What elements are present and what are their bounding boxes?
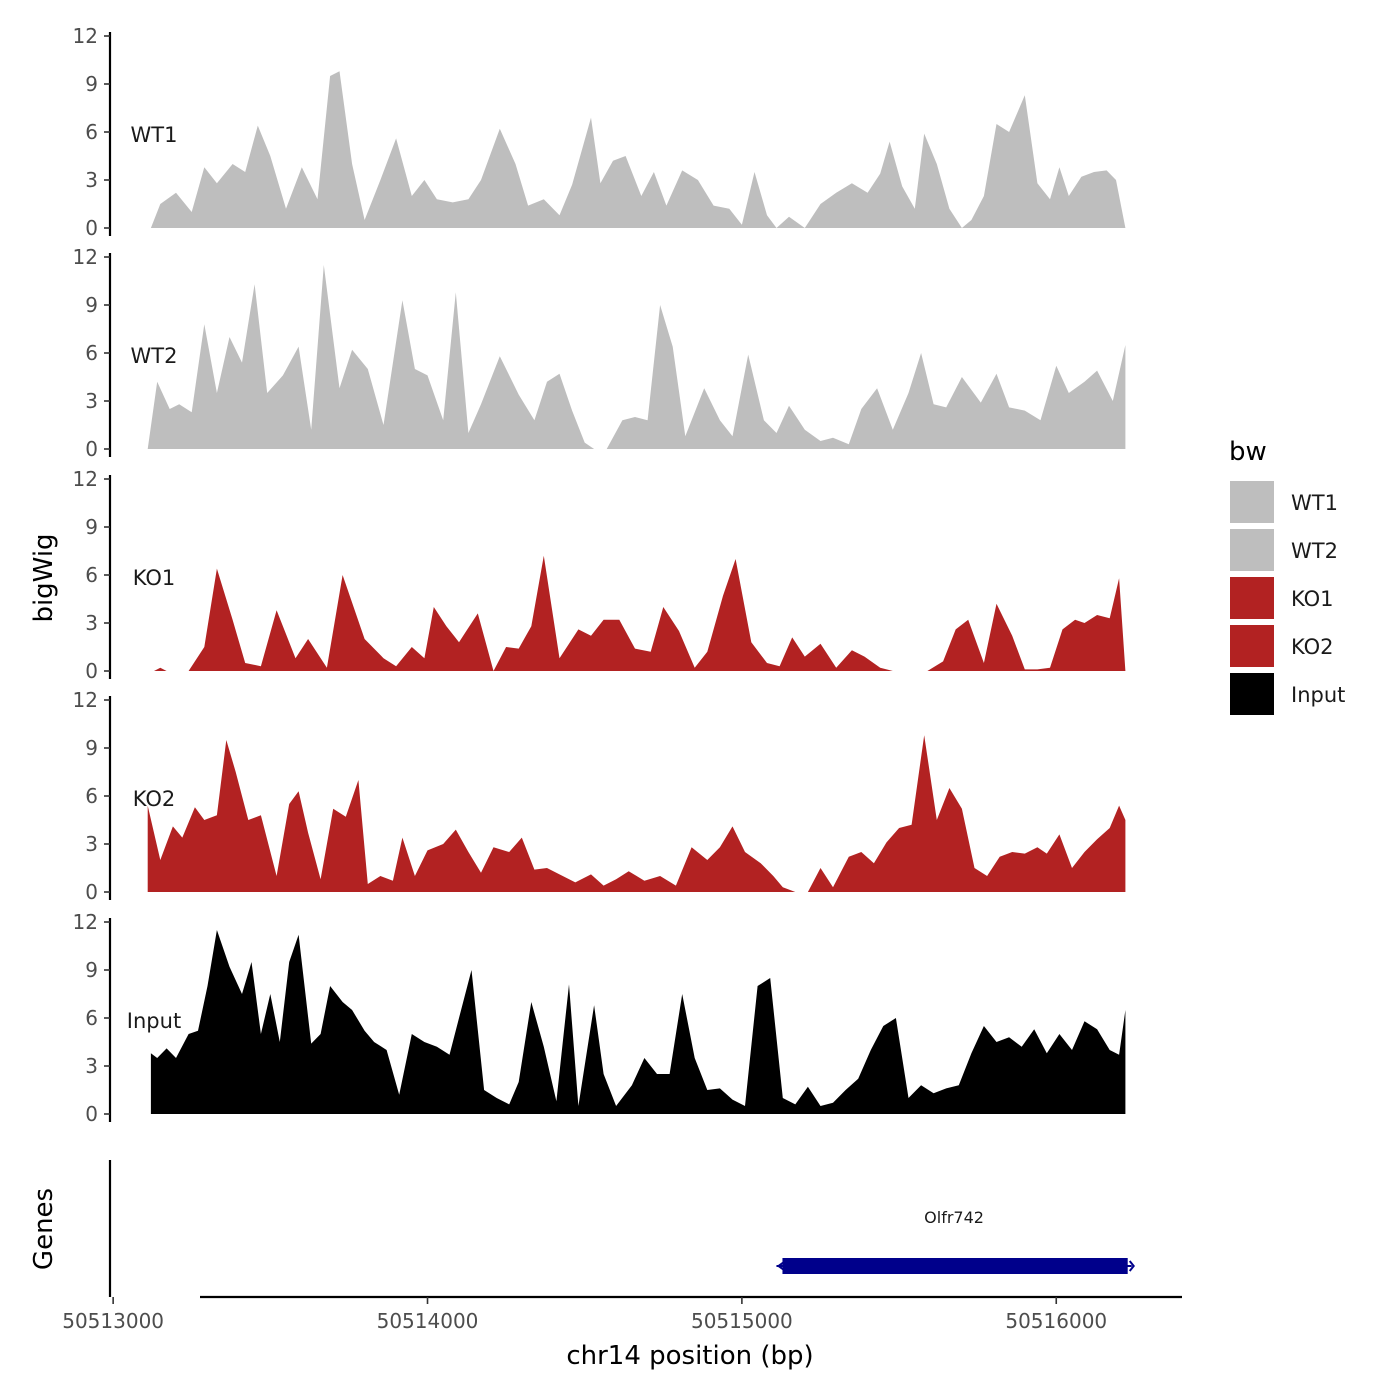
legend-item-input: Input <box>1228 671 1345 717</box>
y-axis-title: bigWig <box>29 533 59 622</box>
track-ko1: 0 3 6 9 12 KO1 <box>73 467 1126 683</box>
y-tick-label: 6 <box>85 341 98 365</box>
track-label-ko1: KO1 <box>133 566 176 590</box>
legend-swatch <box>1228 671 1276 717</box>
legend-title: bw <box>1229 437 1267 467</box>
strand-arrow <box>1128 1260 1135 1272</box>
y-tick-label: 9 <box>85 72 98 96</box>
gene-olfr742: Olfr742 <box>776 1208 1135 1274</box>
x-tick-label: 50515000 <box>691 1309 793 1333</box>
track-wt1: 0 3 6 9 12 WT1 <box>73 24 1126 240</box>
y-tick-label: 3 <box>85 1054 98 1078</box>
track-label-ko2: KO2 <box>133 787 176 811</box>
strand-arrow <box>776 1260 787 1272</box>
gene-track: Olfr742 <box>108 1160 1135 1297</box>
legend-label: KO1 <box>1291 587 1334 611</box>
x-tick-label: 50514000 <box>377 1309 479 1333</box>
y-tick-label: 9 <box>85 958 98 982</box>
area-wt1 <box>150 71 1126 228</box>
y-tick-label: 9 <box>85 736 98 760</box>
y-tick-label: 3 <box>85 832 98 856</box>
legend-label: WT2 <box>1291 539 1338 563</box>
y-tick-label: 9 <box>85 293 98 317</box>
legend-swatch <box>1228 527 1276 573</box>
track-ko2: 0 3 6 9 12 KO2 <box>73 688 1126 904</box>
x-axis-title: chr14 position (bp) <box>566 1341 813 1371</box>
legend-item-wt2: WT2 <box>1228 527 1338 573</box>
y-tick-label: 12 <box>73 467 98 491</box>
x-tick-label: 50516000 <box>1005 1309 1107 1333</box>
y-tick-label: 3 <box>85 389 98 413</box>
legend-swatch <box>1228 575 1276 621</box>
signal-tracks: 0 3 6 9 12 WT1 0 3 6 9 12 WT2 0 3 6 9 12 KO1 0 3 6 9 12 KO2 0 3 6 9… <box>73 24 1126 1126</box>
legend-item-ko2: KO2 <box>1228 623 1334 669</box>
y-tick-label: 0 <box>85 216 98 240</box>
track-label-input: Input <box>127 1009 181 1033</box>
y-tick-label: 12 <box>73 24 98 48</box>
y-tick-label: 12 <box>73 910 98 934</box>
track-wt2: 0 3 6 9 12 WT2 <box>73 245 1126 461</box>
y-tick-label: 0 <box>85 659 98 683</box>
area-ko1 <box>154 555 1126 671</box>
x-tick-label: 50513000 <box>62 1309 164 1333</box>
y-tick-label: 0 <box>85 880 98 904</box>
y-tick-label: 6 <box>85 1006 98 1030</box>
legend-item-wt1: WT1 <box>1228 479 1338 525</box>
y-tick-label: 9 <box>85 515 98 539</box>
legend-label: KO2 <box>1291 635 1334 659</box>
x-axis: 50513000 50514000 50515000 50516000 <box>62 1295 1182 1333</box>
area-ko2 <box>147 735 1126 892</box>
y-tick-label: 12 <box>73 688 98 712</box>
genes-track-title: Genes <box>29 1188 59 1270</box>
track-input: 0 3 6 9 12 Input <box>73 910 1126 1126</box>
legend: bw WT1 WT2 KO1 KO2 Input <box>1228 437 1345 717</box>
y-tick-label: 6 <box>85 784 98 808</box>
legend-swatch <box>1228 623 1276 669</box>
track-label-wt2: WT2 <box>131 344 178 368</box>
gene-label: Olfr742 <box>924 1208 984 1227</box>
legend-item-ko1: KO1 <box>1228 575 1334 621</box>
y-tick-label: 12 <box>73 245 98 269</box>
y-tick-label: 3 <box>85 168 98 192</box>
legend-swatch <box>1228 479 1276 525</box>
area-wt2 <box>147 265 1126 449</box>
area-input <box>150 930 1126 1114</box>
y-tick-label: 0 <box>85 1102 98 1126</box>
y-tick-label: 3 <box>85 611 98 635</box>
y-tick-label: 0 <box>85 437 98 461</box>
y-tick-label: 6 <box>85 120 98 144</box>
y-tick-label: 6 <box>85 563 98 587</box>
track-label-wt1: WT1 <box>131 123 178 147</box>
legend-label: Input <box>1291 683 1345 707</box>
legend-label: WT1 <box>1291 491 1338 515</box>
